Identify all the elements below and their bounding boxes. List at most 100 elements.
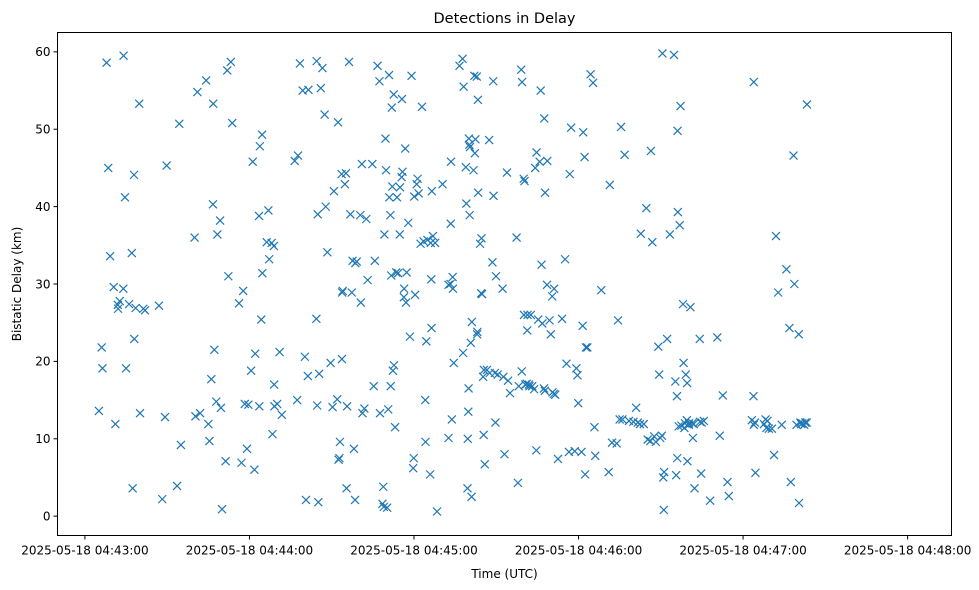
data-point [246,366,256,376]
data-point [631,403,641,413]
data-point [317,63,327,73]
data-point [293,151,303,160]
data-point [662,334,672,344]
data-point [131,303,141,313]
data-point [242,444,252,454]
data-point [409,453,419,463]
data-point [472,327,482,337]
data-point [313,209,323,219]
x-tick-label: 2025-05-18 04:44:00 [186,544,313,558]
data-point [786,477,796,487]
data-point [749,420,759,430]
data-point [471,134,480,144]
data-point [205,436,214,446]
y-tick-label: 20 [35,355,50,369]
data-point [358,408,367,418]
data-point [477,289,487,299]
data-point [367,159,377,169]
data-point [444,433,453,443]
data-point [357,159,367,169]
data-point [469,71,479,81]
data-point [542,156,552,166]
data-point [459,82,469,92]
data-point [789,279,799,289]
data-point [669,50,679,60]
data-point [537,260,546,270]
y-tick-label: 10 [35,432,50,446]
data-point [402,267,412,277]
data-point [577,447,586,457]
data-point [311,314,321,324]
data-point [562,359,571,369]
data-point [301,495,311,505]
data-point [268,429,277,439]
data-point [140,305,150,315]
data-point [573,398,583,408]
data-point [240,399,250,409]
data-point [292,395,302,405]
data-point [675,220,685,230]
data-point [498,284,508,294]
data-point [488,257,497,267]
data-point [616,122,626,132]
data-point [105,251,115,261]
data-point [617,414,627,424]
data-point [580,152,590,162]
data-point [120,192,130,202]
data-point [172,481,182,491]
data-point [505,388,515,398]
data-point [682,456,692,466]
data-point [469,165,478,175]
data-point [206,374,216,384]
data-point [425,469,435,479]
data-point [438,179,447,189]
data-point [128,483,138,493]
data-point [355,210,365,220]
data-point [749,77,759,87]
data-point [426,238,436,248]
data-point [523,310,532,320]
data-point [764,424,774,434]
data-point [154,301,164,311]
data-point [573,370,582,380]
data-point [221,456,231,466]
data-point [430,238,440,248]
data-point [537,319,547,328]
data-point [359,404,369,414]
data-point [127,248,137,258]
data-point [676,101,685,111]
data-point [529,384,539,394]
data-point [129,170,139,180]
data-point [352,257,362,266]
data-point [800,418,810,427]
data-point [334,453,344,463]
data-point [472,329,482,339]
data-point [674,421,684,431]
data-point [464,384,473,393]
data-point [385,210,395,220]
data-point [94,406,104,416]
data-point [671,470,681,480]
data-point [201,76,211,85]
data-point [390,422,400,432]
data-point [658,48,667,58]
data-point [718,391,728,400]
x-tick-label: 2025-05-18 04:46:00 [515,544,642,558]
data-point [254,401,264,411]
data-point [363,275,373,285]
data-point [531,445,541,455]
data-point [446,279,455,289]
data-point [659,505,669,515]
data-point [312,56,322,66]
data-point [448,284,458,294]
data-point [243,400,253,410]
data-point [393,268,403,278]
data-point [512,233,521,242]
data-point [379,502,389,512]
data-point [249,465,259,475]
data-point [350,495,360,505]
data-point [333,117,343,127]
data-point [461,162,471,172]
data-point [643,435,653,444]
data-point [370,256,380,266]
